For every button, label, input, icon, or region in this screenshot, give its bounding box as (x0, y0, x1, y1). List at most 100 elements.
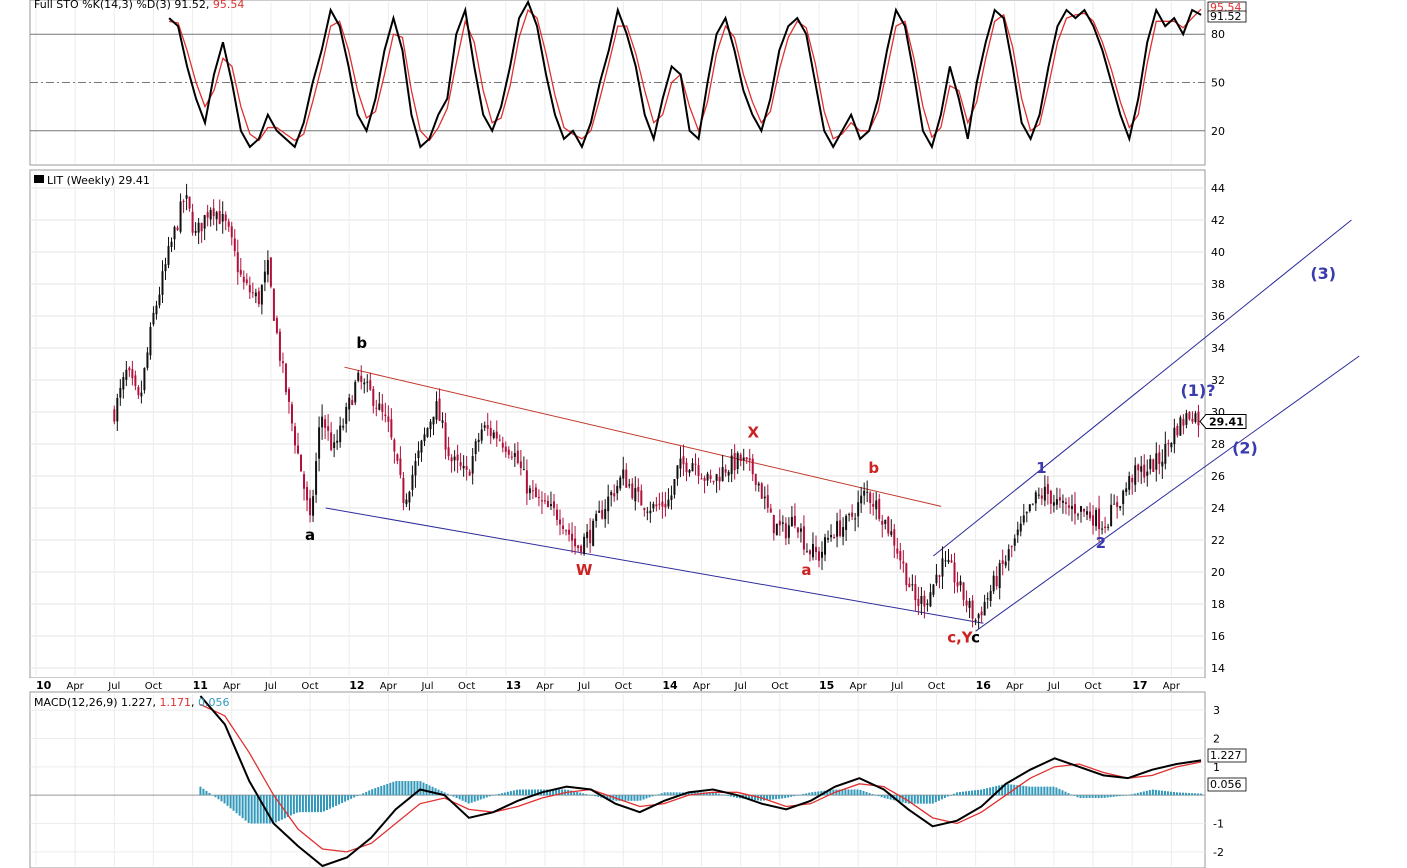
x-year-label: 15 (819, 679, 834, 692)
candle-body (278, 331, 281, 361)
candle-body (947, 559, 950, 562)
candle-body (1116, 502, 1119, 507)
candle-body (384, 414, 387, 416)
candle-body (351, 400, 354, 405)
candle-body (116, 397, 119, 422)
price-ytick: 26 (1211, 470, 1225, 483)
candle-body (691, 463, 694, 472)
candle-body (366, 381, 369, 383)
macd-hist-bar (796, 795, 799, 796)
candle-body (119, 387, 122, 398)
candle-body (405, 499, 408, 505)
price-title-text: LIT (Weekly) 29.41 (47, 174, 150, 187)
candle-body (149, 326, 152, 356)
candle-body (1083, 508, 1086, 512)
candle-body (209, 209, 212, 220)
candle-body (227, 221, 230, 227)
macd-hist-bar (958, 791, 961, 796)
candle-body (700, 478, 703, 480)
candle-body (962, 582, 965, 600)
candle-body (995, 576, 998, 587)
candle-body (580, 545, 583, 553)
candle-body (330, 432, 333, 450)
candle-body (1146, 471, 1149, 476)
candle-body (128, 367, 131, 371)
candle-body (920, 595, 923, 604)
macd-hist-bar (907, 795, 910, 804)
macd-hist-bar (368, 790, 371, 796)
macd-hist-bar (286, 795, 289, 817)
candle-body (860, 495, 863, 504)
macd-hist-bar (949, 795, 952, 796)
macd-hist-bar (1073, 795, 1076, 796)
macd-hist-bar (633, 795, 636, 801)
macd-hist-bar (458, 795, 461, 800)
macd-hist-bar (452, 795, 455, 797)
candle-body (1167, 443, 1170, 445)
candle-body (718, 476, 721, 482)
candle-body (417, 450, 420, 459)
macd-hist-bar (826, 790, 829, 796)
candle-body (989, 590, 992, 602)
macd-hist-bar (1127, 794, 1130, 796)
macd-hist-bar (506, 791, 509, 796)
candle-body (146, 352, 149, 368)
candle-body (1067, 505, 1070, 508)
price-ytick: 34 (1211, 342, 1225, 355)
candle-body (1122, 490, 1125, 505)
price-ytick: 28 (1211, 438, 1225, 451)
candle-body (1164, 443, 1167, 464)
macd-hist-bar (784, 795, 787, 799)
x-year-label: 12 (349, 679, 364, 692)
candle-body (676, 465, 679, 479)
candle-body (980, 611, 983, 616)
candle-body (938, 575, 941, 577)
macd-hist-bar (244, 795, 247, 821)
macd-hist-bar (1049, 786, 1052, 796)
macd-hist-bar (922, 795, 925, 804)
candle-body (896, 548, 899, 554)
candle-body (661, 501, 664, 507)
macd-hist-bar (323, 795, 326, 812)
candle-body (601, 510, 604, 519)
macd-hist-bar (401, 781, 404, 796)
macd-hist-bar (609, 795, 612, 800)
macd-hist-bar (1139, 792, 1142, 796)
macd-hist-bar (428, 785, 431, 796)
candle-body (950, 560, 953, 563)
macd-hist-bar (546, 789, 549, 796)
candle-body (1170, 442, 1173, 448)
candle-body (318, 427, 321, 459)
macd-line-macd (199, 695, 1202, 868)
macd-hist-bar (648, 795, 651, 798)
macd-hist-bar (772, 795, 775, 800)
candle-body (772, 515, 775, 534)
candle-body (887, 517, 890, 534)
macd-hist-bar (214, 795, 217, 798)
candle-body (709, 475, 712, 479)
candle-body (251, 292, 254, 294)
candle-body (555, 509, 558, 520)
candle-body (649, 510, 652, 514)
candle-body (640, 490, 643, 506)
candle-body (306, 487, 309, 501)
macd-hist-bar (925, 795, 928, 804)
macd-hist-bar (775, 795, 778, 800)
macd-hist-bar (235, 795, 238, 814)
macd-hist-bar (262, 795, 265, 824)
candle-body (872, 503, 875, 507)
macd-hist-bar (283, 795, 286, 819)
macd-hist-bar (527, 789, 530, 796)
price-ytick: 40 (1211, 246, 1225, 259)
macd-hist-bar (1109, 795, 1112, 798)
candle-body (583, 536, 586, 554)
candle-body (730, 455, 733, 475)
candle-body (465, 466, 468, 470)
candle-body (324, 419, 327, 428)
macd-hist-bar (1055, 787, 1058, 796)
macd-hist-bar (1004, 783, 1007, 796)
candle-body (1131, 478, 1134, 483)
candle-body (1073, 504, 1076, 514)
x-month-label: Apr (536, 681, 554, 692)
macd-hist-bar (344, 795, 347, 802)
